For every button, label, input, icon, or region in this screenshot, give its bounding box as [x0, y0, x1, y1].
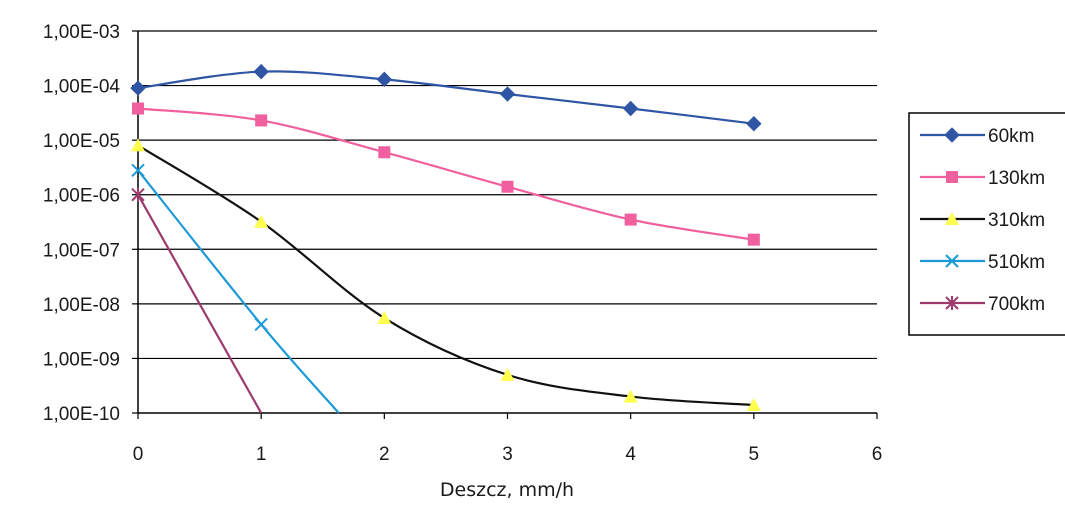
data-point-130km	[132, 102, 144, 115]
legend-marker-310km	[945, 212, 959, 225]
data-point-60km	[622, 100, 639, 117]
legend-box	[908, 112, 1065, 336]
legend-label: 310km	[988, 210, 1045, 231]
legend-marker-130km	[946, 171, 958, 183]
data-point-310km	[377, 311, 392, 325]
x-tick-label: 3	[502, 444, 513, 465]
x-axis-ticks: 0 1 2 3 4 5 6	[133, 413, 883, 465]
legend-marker-700km	[945, 296, 959, 310]
x-tick-label: 5	[749, 444, 760, 465]
data-point-130km	[255, 114, 268, 127]
data-point-310km	[500, 367, 515, 381]
y-tick-label: 1,00E-07	[43, 240, 120, 261]
data-point-130km	[624, 213, 637, 226]
data-point-700km	[131, 187, 145, 202]
y-tick-label: 1,00E-10	[43, 404, 120, 425]
x-tick-label: 0	[133, 444, 144, 465]
y-axis-ticks: 1,00E-03 1,00E-04 1,00E-05 1,00E-06 1,00E-07…	[43, 22, 138, 425]
legend-label: 130km	[988, 168, 1045, 189]
series-700km	[131, 187, 263, 414]
series-line-130km	[137, 107, 755, 241]
series-60km	[130, 63, 762, 132]
data-point-510km	[254, 317, 268, 332]
data-point-310km	[254, 214, 269, 228]
x-tick-label: 1	[256, 444, 267, 465]
data-point-60km	[746, 116, 762, 132]
series-310km	[131, 138, 761, 412]
series-130km	[132, 102, 760, 246]
y-tick-label: 1,00E-03	[43, 22, 120, 43]
legend-entry-310km: 310km	[920, 210, 1045, 231]
data-point-60km	[376, 71, 393, 88]
legend-label: 510km	[988, 252, 1045, 273]
series-line-60km	[137, 70, 754, 125]
x-tick-label: 4	[625, 444, 636, 465]
y-tick-label: 1,00E-05	[43, 131, 120, 152]
legend-marker-510km	[945, 254, 959, 268]
legend-entry-510km: 510km	[920, 252, 1045, 273]
legend-entry-60km: 60km	[920, 126, 1034, 147]
x-tick-label: 6	[872, 444, 883, 465]
x-axis-label: Deszcz, mm/h	[440, 479, 574, 501]
data-point-60km	[130, 80, 146, 96]
x-tick-label: 2	[379, 444, 390, 465]
data-point-60km	[499, 86, 516, 102]
data-point-60km	[253, 63, 269, 80]
y-tick-label: 1,00E-04	[43, 77, 121, 98]
series-line-700km	[137, 194, 263, 414]
legend-entry-130km: 130km	[920, 168, 1045, 189]
series-group	[130, 63, 762, 414]
series-line-510km	[137, 169, 340, 414]
legend-label: 60km	[988, 126, 1034, 147]
data-point-130km	[747, 233, 760, 246]
legend-label: 700km	[988, 294, 1045, 315]
y-tick-label: 1,00E-06	[43, 186, 120, 207]
data-point-310km	[623, 389, 638, 403]
y-tick-label: 1,00E-09	[43, 349, 120, 370]
legend-entry-700km: 700km	[920, 294, 1045, 315]
data-point-310km	[746, 398, 761, 412]
data-point-130km	[501, 180, 514, 193]
data-point-510km	[131, 163, 145, 178]
data-point-130km	[378, 146, 391, 159]
legend-marker-60km	[944, 127, 960, 143]
y-tick-label: 1,00E-08	[43, 295, 120, 316]
legend: 60km 130km 310km 510km 700km	[908, 112, 1065, 336]
legend-items: 60km 130km 310km 510km 700km	[920, 126, 1045, 315]
gridlines	[138, 30, 877, 360]
data-point-310km	[131, 138, 145, 152]
series-line-310km	[137, 144, 754, 407]
series-510km	[131, 163, 340, 414]
